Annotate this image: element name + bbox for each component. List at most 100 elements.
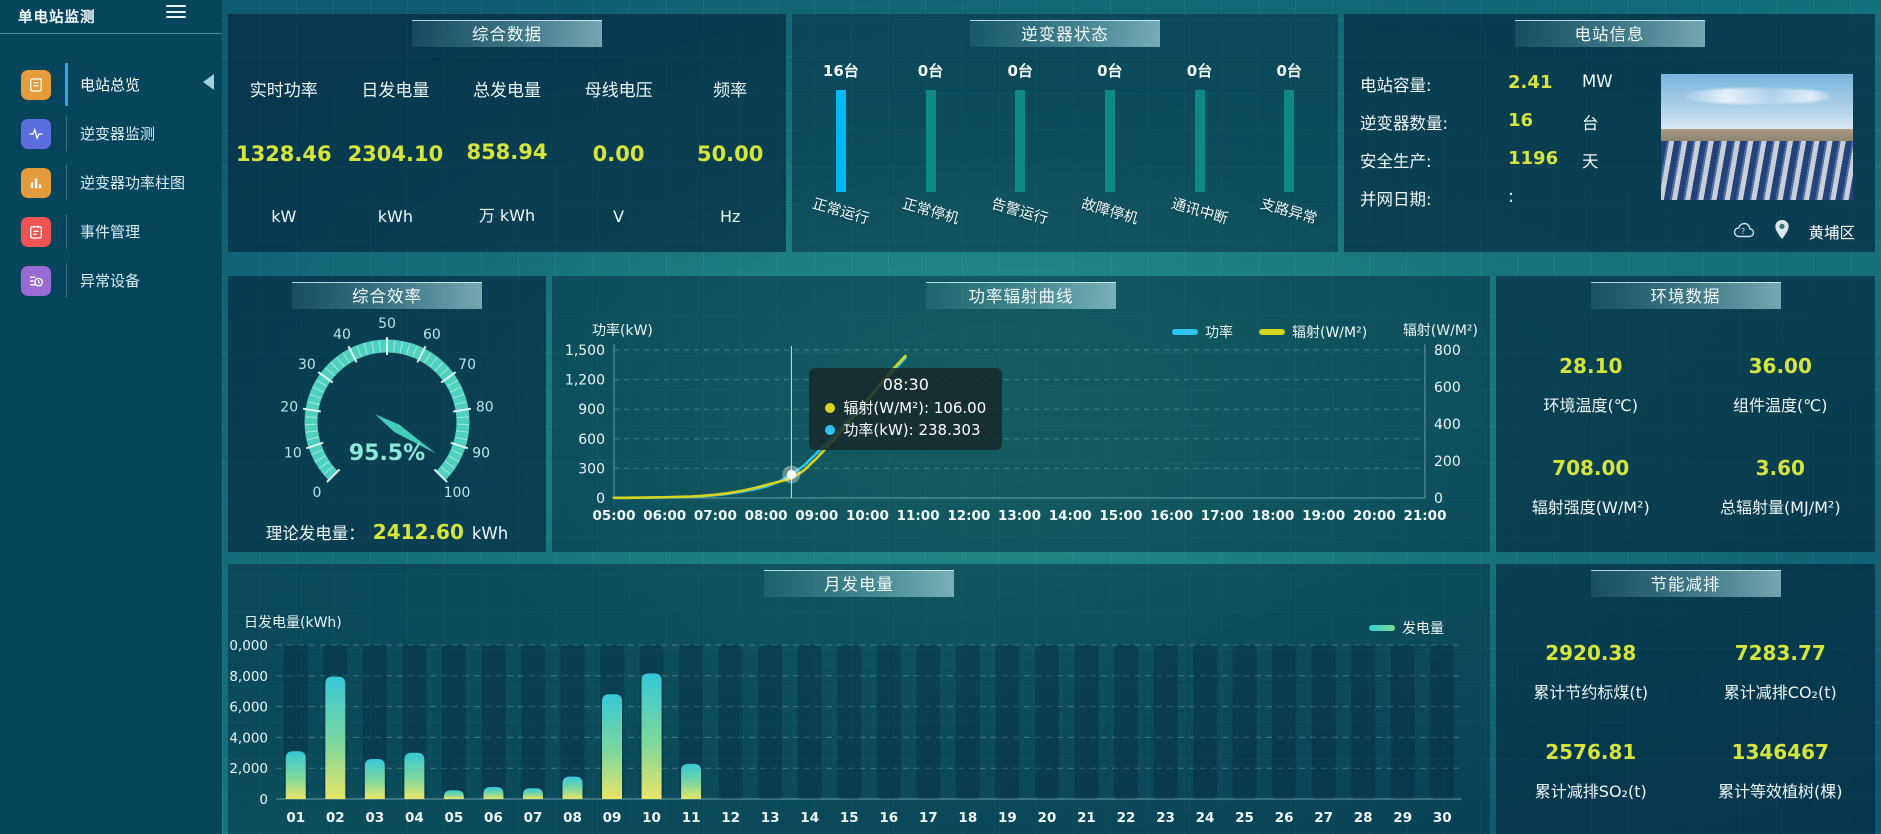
svg-text:70: 70 — [458, 357, 476, 373]
photo-solar-panels — [1661, 140, 1853, 200]
environment-cell: 3.60 总辐射量(MJ/M²) — [1686, 436, 1876, 538]
svg-text:25: 25 — [1235, 810, 1254, 826]
sidebar-divider — [0, 33, 222, 34]
inverter-status-slot: 16台 正常运行 — [796, 54, 886, 252]
station-row-value: 2.41 — [1508, 72, 1553, 93]
panel-title: 月发电量 — [764, 570, 954, 597]
svg-text:08:00: 08:00 — [745, 508, 788, 524]
svg-text:16:00: 16:00 — [1150, 508, 1193, 524]
environment-cell-label: 辐射强度(W/M²) — [1531, 498, 1650, 517]
environment-grid: 28.10 环境温度(℃) 36.00 组件温度(℃) 708.00 辐射强度(W/M²)… — [1496, 334, 1875, 538]
weather-cloud-icon[interactable]: ? — [1732, 221, 1756, 242]
metric-unit: V — [613, 207, 625, 226]
svg-text:06: 06 — [484, 810, 503, 826]
svg-text:03: 03 — [365, 810, 384, 826]
svg-text:10,000: 10,000 — [228, 638, 268, 654]
svg-text:30: 30 — [1433, 810, 1452, 826]
location-pin-icon[interactable] — [1774, 219, 1790, 244]
saving-cell-label: 累计节约标煤(t) — [1533, 682, 1649, 702]
sidebar-item-异常设备[interactable]: 异常设备 — [0, 256, 222, 305]
panel-title: 环境数据 — [1590, 282, 1781, 309]
summary-metric: 频率 50.00 Hz — [674, 62, 786, 244]
svg-text:17: 17 — [919, 810, 938, 826]
photo-sky — [1661, 74, 1853, 130]
legend-item-radiation[interactable]: 辐射(W/M²) — [1259, 322, 1367, 342]
svg-text:11:00: 11:00 — [897, 508, 940, 524]
power-radiation-chart[interactable]: 0 300 600 900 1,200 1,500 0 200 400 600 800 05:00 06… — [552, 276, 1490, 552]
svg-text:08: 08 — [563, 810, 582, 826]
svg-text:?: ? — [1741, 227, 1745, 236]
environment-cell: 36.00 组件温度(℃) — [1686, 334, 1876, 436]
radiation-dot-icon — [825, 403, 836, 413]
station-footer: ? 黄埔区 — [1732, 219, 1855, 244]
svg-text:2,000: 2,000 — [229, 761, 268, 777]
efficiency-gauge[interactable]: 0 10 20 30 40 50 60 70 80 90 100 95.5% — [228, 312, 546, 508]
station-photo — [1661, 74, 1853, 200]
svg-text:19: 19 — [998, 810, 1017, 826]
panel-inverter-status: 逆变器状态 16台 正常运行 0台 正常停机 0台 告警运行 0台 故障停机 0台 通讯中断 0台支… — [792, 14, 1338, 252]
svg-text:10: 10 — [642, 810, 661, 826]
svg-text:15:00: 15:00 — [1099, 508, 1142, 524]
inverter-status-bar — [925, 90, 936, 192]
panel-energy-saving: 节能减排 2920.38 累计节约标煤(t) 7283.77 累计减排CO₂(t) 25… — [1496, 564, 1875, 834]
panel-station-info: 电站信息 电站容量: 2.41 MW 逆变器数量: 16 台安全生产: 1196 天并网日期:… — [1344, 14, 1875, 252]
inverter-status-slot: 0台故障停机 — [1065, 54, 1155, 252]
svg-text:6,000: 6,000 — [229, 700, 268, 716]
station-row-value: : — [1508, 186, 1515, 207]
monthly-legend[interactable]: 发电量 — [1369, 618, 1444, 638]
sidebar-item-逆变器监测[interactable]: 逆变器监测 — [0, 109, 222, 158]
curve-left-axis-title: 功率(kW) — [592, 323, 653, 339]
legend-item-power[interactable]: 功率 — [1172, 322, 1233, 342]
station-row-label: 电站容量: — [1360, 76, 1432, 95]
svg-text:1,500: 1,500 — [565, 343, 605, 359]
inverter-count-label: 0台 — [1186, 62, 1213, 80]
sidebar-item-label: 逆变器监测 — [80, 125, 156, 143]
sidebar-collapse-arrow[interactable] — [203, 74, 214, 90]
svg-text:1,200: 1,200 — [565, 373, 605, 389]
svg-text:29: 29 — [1393, 810, 1412, 826]
svg-text:300: 300 — [578, 461, 605, 477]
station-row-value: 16 — [1508, 110, 1534, 131]
inverter-status-category: 正常运行 — [810, 196, 871, 228]
environment-cell-value: 36.00 — [1748, 354, 1812, 378]
svg-text:05:00: 05:00 — [593, 508, 636, 524]
metric-value: 1328.46 — [235, 142, 332, 166]
radiation-legend-marker — [1259, 329, 1285, 335]
curve-legend[interactable]: 功率 辐射(W/M²) — [1172, 322, 1367, 342]
saving-cell: 2576.81 累计减排SO₂(t) — [1496, 721, 1686, 820]
inverter-count-label: 0台 — [1097, 62, 1123, 80]
svg-text:60: 60 — [423, 327, 441, 343]
document-icon — [21, 69, 51, 100]
theoretical-generation-value: 2412.60 — [372, 520, 464, 544]
svg-text:09: 09 — [603, 810, 622, 826]
sidebar-item-逆变器功率柱图[interactable]: 逆变器功率柱图 — [0, 158, 222, 207]
inverter-status-category: 故障停机 — [1079, 196, 1140, 228]
svg-text:20: 20 — [280, 400, 298, 416]
theoretical-generation-unit: kWh — [471, 524, 509, 543]
monthly-generation-chart[interactable]: 0 2,000 4,000 6,000 8,000 10,000 01 02 03 04 05 06 0… — [221, 564, 1490, 834]
panel-title: 功率辐射曲线 — [926, 282, 1116, 309]
svg-text:600: 600 — [578, 432, 605, 448]
svg-text:22: 22 — [1117, 810, 1136, 826]
curve-right-axis-title: 辐射(W/M²) — [1402, 323, 1478, 339]
svg-text:16: 16 — [879, 810, 898, 826]
environment-cell-value: 3.60 — [1755, 456, 1805, 480]
svg-text:09:00: 09:00 — [795, 508, 838, 524]
saving-cell-value: 2576.81 — [1545, 739, 1637, 764]
inverter-status-chart[interactable]: 16台 正常运行 0台 正常停机 0台 告警运行 0台 故障停机 0台 通讯中断 0台 支路异常 — [796, 54, 1334, 252]
sidebar-item-label: 逆变器功率柱图 — [80, 174, 186, 192]
hamburger-menu-icon[interactable] — [166, 5, 186, 20]
svg-text:0: 0 — [313, 485, 322, 501]
inverter-count-label: 0台 — [1007, 62, 1033, 80]
svg-text:13: 13 — [761, 810, 780, 826]
sidebar-item-indicator — [66, 165, 67, 200]
svg-text:11: 11 — [682, 810, 701, 826]
svg-text:30: 30 — [298, 357, 316, 373]
photo-mountains — [1661, 129, 1853, 141]
sidebar-item-label: 电站总览 — [80, 76, 141, 94]
sidebar-item-电站总览[interactable]: 电站总览 — [0, 60, 222, 109]
panel-summary-data: 综合数据 实时功率 1328.46 kW 日发电量 2304.10 kWh 总发电量 858.… — [228, 14, 786, 252]
svg-text:18: 18 — [958, 810, 977, 826]
svg-text:12:00: 12:00 — [947, 508, 990, 524]
sidebar-item-事件管理[interactable]: 事件管理 — [0, 207, 222, 256]
